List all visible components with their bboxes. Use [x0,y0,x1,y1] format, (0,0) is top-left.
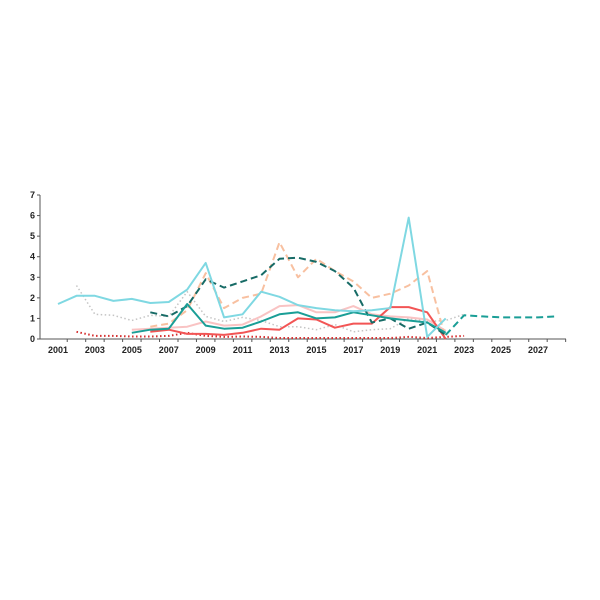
x-tick-label: 2021 [417,345,437,355]
x-tick-label: 2017 [343,345,363,355]
y-tick-label: 7 [30,190,35,200]
x-tick-label: 2025 [491,345,511,355]
x-tick-label: 2027 [528,345,548,355]
x-tick-label: 2001 [48,345,68,355]
y-tick-label: 5 [30,231,35,241]
x-tick-label: 2009 [196,345,216,355]
y-tick-label: 3 [30,272,35,282]
x-tick-label: 2023 [454,345,474,355]
series-red-dotted [76,330,465,339]
x-tick-label: 2011 [233,345,253,355]
y-tick-label: 2 [30,293,35,303]
axes: 0 1 2 3 4 5 6 7 2001 2003 2005 2007 2009 2011 2013 2015… [30,190,567,355]
series-teal [131,303,447,334]
series-red [150,306,447,340]
x-tick-label: 2013 [270,345,290,355]
y-tick-label: 0 [30,334,35,344]
series-darkteal-dashed [150,256,447,336]
x-tick-label: 2019 [380,345,400,355]
series-pink [131,304,447,332]
x-tick-label: 2015 [306,345,326,355]
y-tick-label: 6 [30,211,35,221]
series-group [57,216,557,340]
x-tick-label: 2007 [159,345,179,355]
series-peach-dashed [150,241,447,340]
y-tick-label: 4 [30,252,35,262]
x-tick-label: 2003 [85,345,105,355]
y-tick-label: 1 [30,313,35,323]
series-teal-forecast [444,314,557,336]
series-cyan [57,216,447,338]
series-gray-dotted [75,285,465,333]
x-tick-label: 2005 [122,345,142,355]
